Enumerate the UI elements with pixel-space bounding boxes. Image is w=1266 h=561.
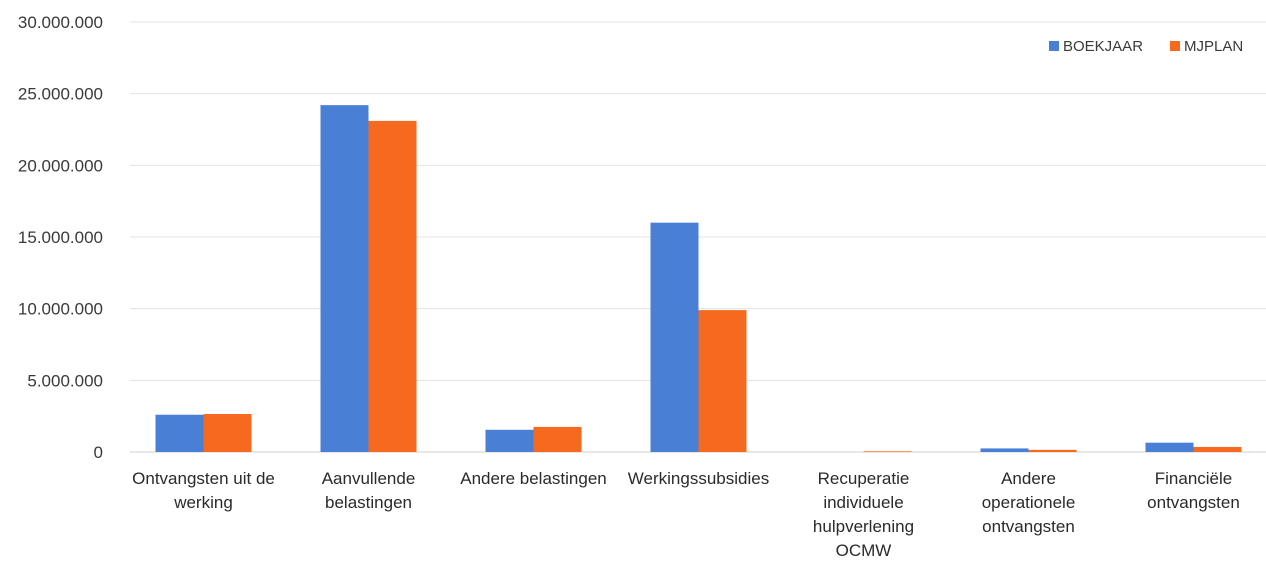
x-category-label-line: ontvangsten (982, 517, 1075, 536)
y-tick-label: 10.000.000 (18, 300, 103, 319)
x-category-label-line: ontvangsten (1147, 493, 1240, 512)
legend-swatch-mjplan (1170, 41, 1180, 51)
x-category-label-line: hulpverlening (813, 517, 914, 536)
x-category-label: Recuperatie individuele hulpverlening OCMW (813, 469, 914, 560)
x-category-label-line: Aanvullende (322, 469, 416, 488)
x-category-label: Aanvullende belastingen (322, 469, 416, 512)
bar-mjplan-3 (698, 310, 747, 452)
x-category-label-line: OCMW (836, 541, 892, 560)
y-tick-label: 25.000.000 (18, 85, 103, 104)
x-category-label: Financiële ontvangsten (1147, 469, 1240, 512)
bar-mjplan-5 (1028, 449, 1077, 452)
legend: BOEKJAAR MJPLAN (1049, 38, 1243, 55)
bar-boekjaar-6 (1145, 442, 1194, 452)
x-category-label-line: Recuperatie (818, 469, 910, 488)
x-category-label: Werkingssubsidies (628, 469, 769, 488)
bar-mjplan-4 (863, 451, 912, 452)
x-category-label-line: werking (173, 493, 233, 512)
y-tick-label: 15.000.000 (18, 228, 103, 247)
x-category-label: Ontvangsten uit de werking (132, 469, 275, 512)
y-axis-ticks: 0 5.000.000 10.000.000 15.000.000 20.000.000… (18, 13, 103, 462)
legend-label: BOEKJAAR (1063, 38, 1143, 55)
x-category-label-line: individuele (823, 493, 903, 512)
x-category-label-line: Financiële (1155, 469, 1233, 488)
bar-boekjaar-2 (485, 429, 534, 452)
x-category-label-line: Ontvangsten uit de (132, 469, 275, 488)
y-tick-label: 20.000.000 (18, 156, 103, 175)
x-category-label-line: Andere (1001, 469, 1056, 488)
x-category-label-line: operationele (982, 493, 1076, 512)
bar-boekjaar-0 (155, 414, 204, 452)
bars (155, 105, 1242, 453)
x-category-label-line: belastingen (325, 493, 412, 512)
x-category-label: Andere operationele ontvangsten (982, 469, 1076, 536)
x-category-label-line: Werkingssubsidies (628, 469, 769, 488)
bar-boekjaar-5 (980, 448, 1029, 452)
x-axis-labels: Ontvangsten uit de werking Aanvullende bela… (132, 469, 1240, 560)
bar-boekjaar-1 (320, 105, 369, 452)
x-category-label: Andere belastingen (460, 469, 607, 488)
legend-swatch-boekjaar (1049, 41, 1059, 51)
y-tick-label: 0 (94, 443, 103, 462)
bar-mjplan-0 (203, 414, 252, 452)
bar-mjplan-1 (368, 120, 417, 453)
y-tick-label: 30.000.000 (18, 13, 103, 32)
x-category-label-line: Andere belastingen (460, 469, 607, 488)
legend-label: MJPLAN (1184, 38, 1243, 55)
bar-mjplan-6 (1193, 446, 1242, 452)
bar-mjplan-2 (533, 426, 582, 452)
y-tick-label: 5.000.000 (27, 371, 103, 390)
bar-boekjaar-3 (650, 222, 699, 452)
